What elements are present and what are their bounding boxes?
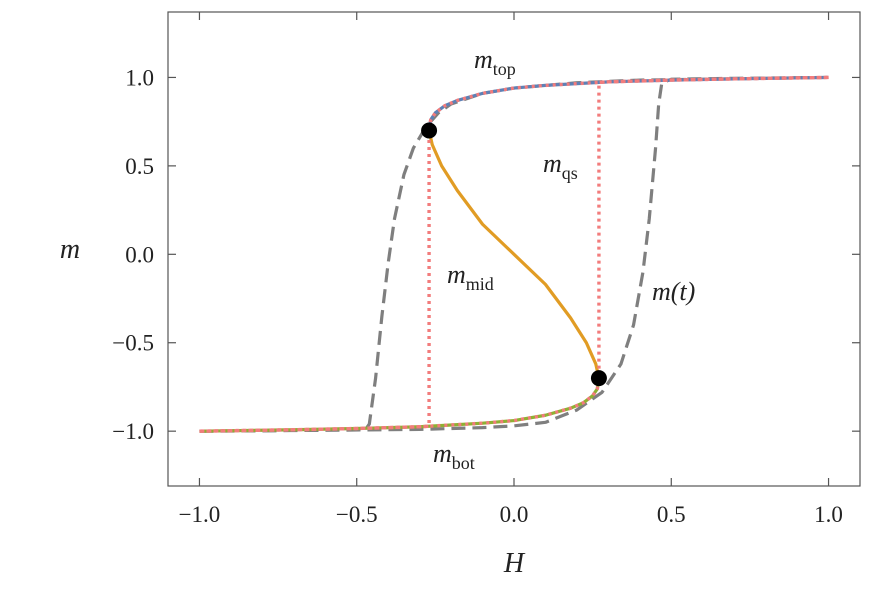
annotation-text: m — [433, 439, 452, 468]
annotation-subscript: top — [493, 59, 516, 79]
annotation-text: m — [543, 149, 562, 178]
annotation: mmid — [447, 260, 494, 294]
y-axis-label: m — [60, 234, 80, 265]
annotation-text: m(t) — [652, 277, 695, 306]
annotation-subscript: mid — [466, 274, 494, 294]
series-line — [199, 75, 829, 433]
plot-frame — [167, 11, 861, 487]
annotation: mqs — [543, 149, 578, 183]
x-axis-label: H — [503, 548, 526, 579]
annotation-subscript: bot — [452, 453, 475, 473]
marker — [421, 122, 438, 139]
marker — [590, 370, 607, 387]
series-line — [199, 75, 829, 433]
annotation-text: m — [447, 260, 466, 289]
annotation: mtop — [474, 45, 516, 79]
y-tick-label: 1.0 — [125, 65, 154, 90]
x-tick-label: 0.0 — [500, 502, 529, 527]
y-tick-label: −1.0 — [112, 419, 154, 444]
y-tick-label: −0.5 — [112, 331, 154, 356]
series-line — [199, 75, 829, 433]
x-tick-label: −1.0 — [179, 502, 221, 527]
annotation: mbot — [433, 439, 475, 473]
annotation: m(t) — [652, 277, 695, 306]
series-line — [427, 75, 829, 131]
x-tick-label: −0.5 — [336, 502, 378, 527]
y-tick-label: 0.0 — [125, 242, 154, 267]
x-tick-label: 0.5 — [657, 502, 686, 527]
annotation-subscript: qs — [562, 163, 578, 183]
series-line — [427, 130, 601, 379]
y-tick-label: 0.5 — [125, 154, 154, 179]
x-tick-label: 1.0 — [814, 502, 843, 527]
annotation-text: m — [474, 45, 493, 74]
